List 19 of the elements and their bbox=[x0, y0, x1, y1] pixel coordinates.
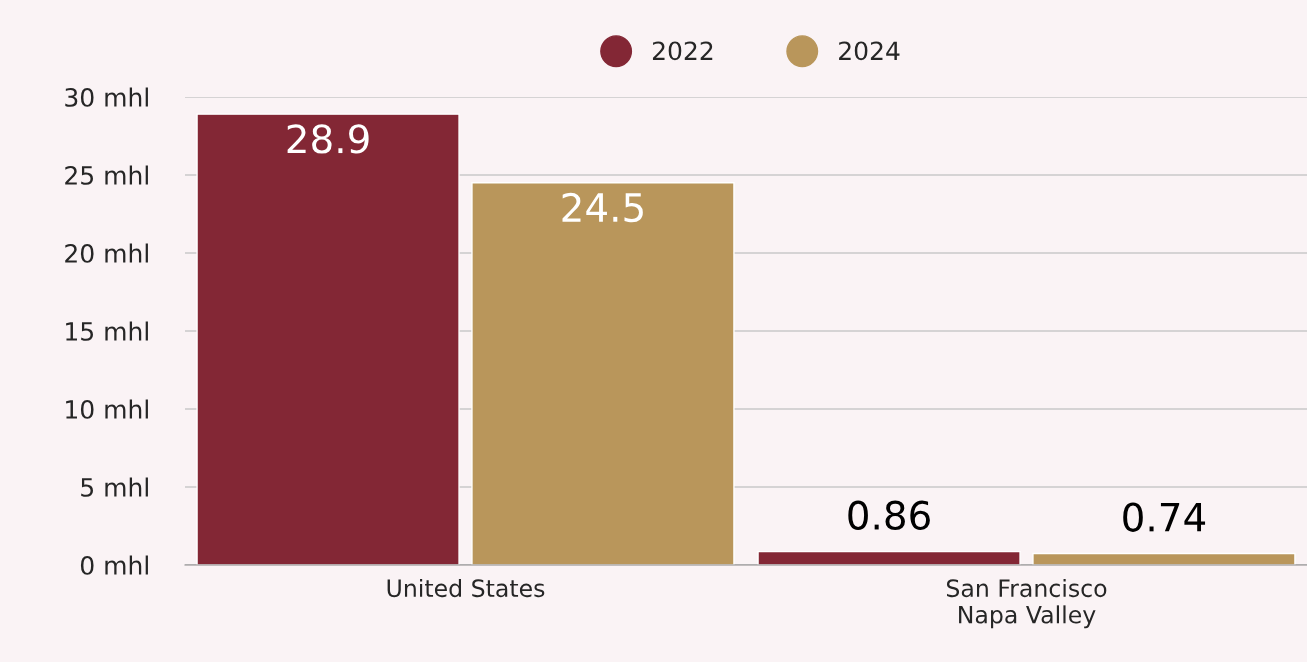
y-tick-label: 10 mhl bbox=[66, 399, 148, 419]
bar bbox=[196, 113, 460, 565]
y-tick-label: 15 mhl bbox=[66, 321, 148, 341]
y-tick-label: 5 mhl bbox=[81, 477, 148, 497]
bar bbox=[1032, 552, 1296, 565]
x-tick-label: United States bbox=[387, 578, 545, 598]
bar bbox=[471, 182, 735, 565]
legend-label: 2022 bbox=[652, 41, 713, 61]
data-label: 0.74 bbox=[1123, 502, 1206, 532]
data-label: 28.9 bbox=[287, 124, 369, 154]
y-tick-label: 30 mhl bbox=[65, 87, 148, 107]
data-label: 0.86 bbox=[848, 500, 930, 531]
y-tick-label: 0 mhl bbox=[80, 555, 148, 575]
y-tick-label: 25 mhl bbox=[65, 165, 148, 185]
bar bbox=[757, 550, 1021, 565]
data-label: 24.5 bbox=[562, 192, 643, 223]
legend-label: 2024 bbox=[839, 41, 900, 61]
x-tick-label: San Francisco Napa Valley bbox=[946, 578, 1107, 629]
y-tick-label: 20 mhl bbox=[65, 243, 148, 263]
